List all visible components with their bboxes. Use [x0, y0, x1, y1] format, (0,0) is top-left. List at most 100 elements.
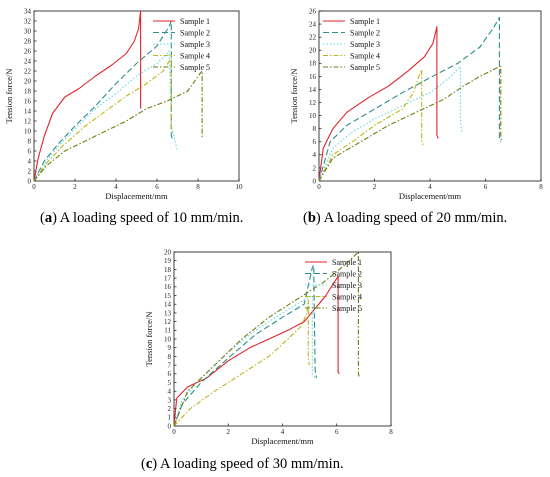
legend: Sample 1 Sample 2 Sample 3 Sample 4 Sample 5: [305, 258, 362, 313]
y-tick-label: 24: [24, 57, 32, 65]
y-tick-label: 13: [164, 309, 172, 317]
y-tick-label: 0: [28, 177, 32, 185]
y-tick-label: 22: [24, 67, 32, 75]
legend-entry: Sample 3: [350, 40, 380, 49]
y-tick-label: 16: [164, 283, 172, 291]
series-line-sample-2: [33, 20, 174, 182]
y-tick-label: 4: [28, 157, 32, 165]
y-tick-label: 8: [313, 125, 317, 133]
caption-paren-open: (: [303, 210, 308, 226]
chart-a: 0 2 4 6 8 100246810121416182022242628303234Di…: [4, 7, 243, 226]
y-tick-label: 0: [168, 422, 172, 430]
x-tick-label: 2: [73, 183, 77, 191]
y-tick-label: 20: [309, 47, 317, 55]
y-tick-label: 8: [28, 137, 32, 145]
y-tick-label: 2: [313, 164, 317, 172]
y-tick-label: 12: [164, 318, 172, 326]
x-tick-label: 0: [317, 183, 321, 191]
y-tick-label: 14: [24, 107, 32, 115]
caption-letter: b: [308, 210, 316, 226]
x-tick-label: 4: [114, 183, 118, 191]
legend: Sample 1 Sample 2 Sample 3 Sample 4 Sample 5: [323, 17, 380, 72]
y-axis-label: Tension force/N: [4, 69, 14, 124]
caption-text: A loading speed of 10 mm/min.: [60, 210, 244, 226]
caption-paren-close: ): [152, 456, 160, 472]
x-tick-label: 2: [373, 183, 377, 191]
chart-b: 0 2 4 6 802468101214161820222426Displacement…: [289, 7, 543, 226]
y-tick-label: 10: [309, 112, 317, 120]
series-line-sample-2: [173, 264, 317, 427]
x-tick-label: 6: [335, 428, 339, 436]
x-tick-label: 8: [196, 183, 200, 191]
series-line-sample-3: [318, 66, 463, 182]
y-tick-label: 5: [168, 379, 172, 387]
legend-entry: Sample 5: [180, 63, 210, 72]
legend-entry: Sample 2: [180, 28, 210, 37]
y-tick-label: 11: [164, 327, 171, 335]
y-tick-label: 0: [313, 177, 317, 185]
legend-entry: Sample 1: [332, 258, 362, 267]
y-tick-label: 28: [24, 37, 32, 45]
y-tick-label: 14: [164, 301, 172, 309]
legend-entry: Sample 4: [180, 51, 210, 60]
series-line-sample-4: [173, 299, 311, 427]
y-tick-label: 12: [309, 99, 317, 107]
caption-letter: a: [45, 210, 53, 226]
legend-entry: Sample 3: [332, 281, 362, 290]
y-tick-label: 6: [168, 370, 172, 378]
x-axis-label: Displacement/mm: [399, 191, 462, 201]
y-tick-label: 26: [309, 7, 317, 15]
caption: (a) A loading speed of 10 mm/min.: [40, 210, 243, 226]
legend-entry: Sample 4: [350, 51, 380, 60]
y-axis-label: Tension force/N: [289, 69, 299, 124]
x-tick-label: 4: [281, 428, 285, 436]
x-tick-label: 6: [484, 183, 488, 191]
y-tick-label: 14: [309, 86, 317, 94]
y-tick-label: 18: [309, 60, 317, 68]
legend-entry: Sample 1: [180, 17, 210, 26]
caption-paren-open: (: [40, 210, 45, 226]
y-tick-label: 20: [24, 77, 32, 85]
y-tick-label: 18: [24, 87, 32, 95]
x-tick-label: 0: [32, 183, 36, 191]
legend-entry: Sample 3: [180, 40, 210, 49]
y-tick-label: 18: [164, 266, 172, 274]
y-tick-label: 20: [164, 248, 172, 256]
series-line-sample-4: [318, 69, 424, 182]
series-line-sample-5: [318, 66, 503, 182]
x-tick-label: 0: [172, 428, 176, 436]
y-tick-label: 10: [24, 127, 32, 135]
series-line-sample-1: [33, 10, 142, 182]
y-tick-label: 6: [28, 147, 32, 155]
caption-paren-close: ): [52, 210, 60, 226]
y-tick-label: 1: [168, 414, 172, 422]
y-tick-label: 2: [28, 167, 32, 175]
series-line-sample-5: [173, 251, 361, 427]
x-tick-label: 10: [236, 183, 244, 191]
y-axis-label: Tension force/N: [144, 312, 154, 367]
y-tick-label: 4: [168, 388, 172, 396]
y-tick-label: 3: [168, 396, 172, 404]
series-line-sample-1: [173, 275, 340, 427]
series-line-sample-5: [33, 70, 203, 182]
caption: (b) A loading speed of 20 mm/min.: [303, 210, 507, 226]
series-line-sample-1: [318, 26, 439, 182]
caption-paren-close: ): [316, 210, 324, 226]
y-tick-label: 24: [309, 20, 317, 28]
caption-paren-open: (: [141, 456, 146, 472]
legend-entry: Sample 2: [332, 269, 362, 278]
y-tick-label: 7: [168, 362, 172, 370]
y-tick-label: 12: [24, 117, 32, 125]
y-tick-label: 4: [313, 151, 317, 159]
y-tick-label: 6: [313, 138, 317, 146]
x-axis-label: Displacement/mm: [105, 191, 168, 201]
series-line-sample-2: [318, 16, 502, 182]
y-tick-label: 30: [24, 27, 32, 35]
legend-entry: Sample 5: [332, 304, 362, 313]
caption-text: A loading speed of 30 mm/min.: [160, 456, 344, 472]
x-axis-label: Displacement/mm: [251, 436, 314, 446]
y-tick-label: 32: [24, 17, 32, 25]
legend-entry: Sample 1: [350, 17, 380, 26]
legend-entry: Sample 5: [350, 63, 380, 72]
